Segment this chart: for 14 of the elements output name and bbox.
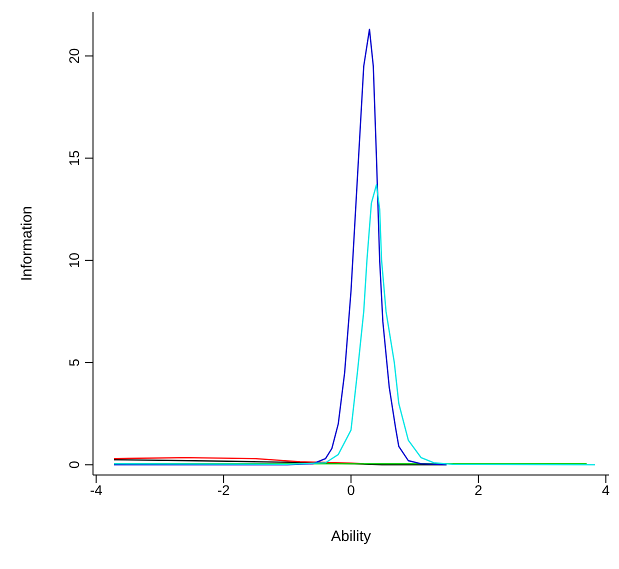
y-tick-label: 0 (66, 460, 82, 469)
line-series (113, 184, 596, 466)
y-tick-label: 20 (66, 48, 82, 64)
y-tick-label: 15 (66, 150, 82, 166)
x-tick-label: 2 (474, 482, 483, 498)
y-axis-title: Information (18, 206, 36, 282)
y-tick-label: 5 (66, 358, 82, 366)
x-tick-label: -4 (90, 482, 103, 498)
x-axis-title: Ability (330, 528, 372, 545)
x-tick-label: 0 (347, 482, 356, 498)
y-tick-label: 10 (66, 252, 82, 268)
line-series (113, 28, 448, 466)
x-tick-label: -2 (217, 482, 230, 498)
x-tick-label: 4 (602, 482, 610, 498)
